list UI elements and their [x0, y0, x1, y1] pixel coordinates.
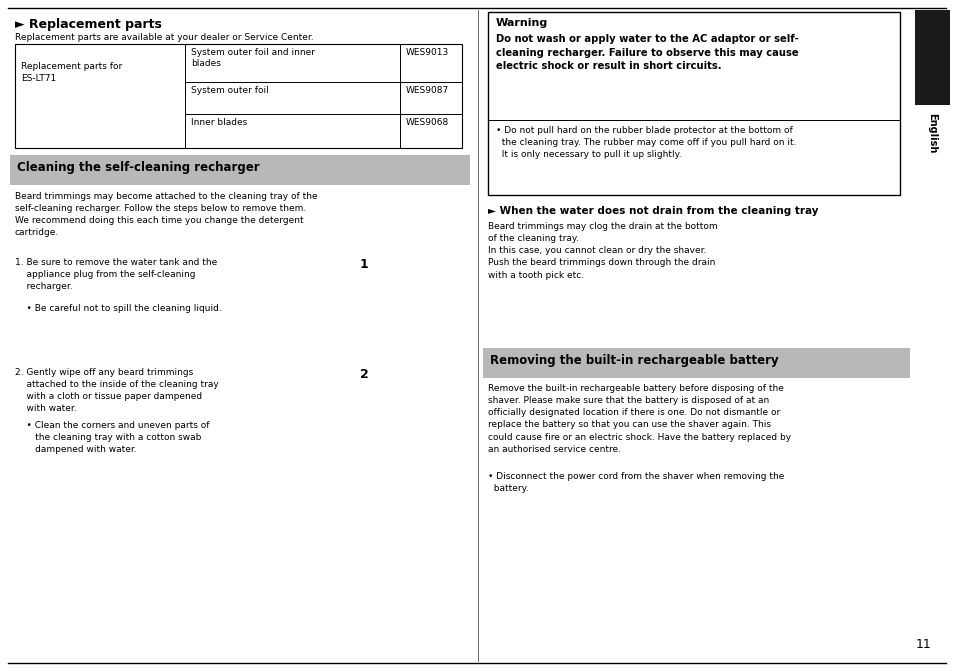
Text: Cleaning the self-cleaning recharger: Cleaning the self-cleaning recharger: [17, 161, 259, 174]
Text: • Clean the corners and uneven parts of
       the cleaning tray with a cotton s: • Clean the corners and uneven parts of …: [15, 421, 210, 454]
Bar: [482, 348, 909, 378]
Bar: [488, 12, 899, 195]
Text: • Disconnect the power cord from the shaver when removing the
  battery.: • Disconnect the power cord from the sha…: [488, 472, 783, 493]
Text: Remove the built-in rechargeable battery before disposing of the
shaver. Please : Remove the built-in rechargeable battery…: [488, 384, 790, 454]
Text: Replacement parts are available at your dealer or Service Center.: Replacement parts are available at your …: [15, 33, 314, 42]
Text: English: English: [926, 113, 937, 154]
Text: System outer foil and inner
blades: System outer foil and inner blades: [191, 48, 314, 68]
Text: Do not wash or apply water to the AC adaptor or self-
cleaning recharger. Failur: Do not wash or apply water to the AC ada…: [496, 34, 798, 71]
Text: Beard trimmings may become attached to the cleaning tray of the
self-cleaning re: Beard trimmings may become attached to t…: [15, 192, 317, 238]
Text: System outer foil: System outer foil: [191, 86, 269, 95]
Text: ► Replacement parts: ► Replacement parts: [15, 18, 162, 31]
Text: Removing the built-in rechargeable battery: Removing the built-in rechargeable batte…: [490, 354, 778, 367]
Text: Warning: Warning: [496, 18, 548, 28]
Text: • Do not pull hard on the rubber blade protector at the bottom of
  the cleaning: • Do not pull hard on the rubber blade p…: [496, 126, 796, 159]
Text: WES9068: WES9068: [406, 118, 449, 127]
Text: ► When the water does not drain from the cleaning tray: ► When the water does not drain from the…: [488, 206, 818, 216]
Bar: [15, 44, 461, 148]
Text: Replacement parts for
ES-LT71: Replacement parts for ES-LT71: [21, 62, 122, 83]
Text: 11: 11: [915, 638, 931, 651]
Text: 2: 2: [359, 368, 369, 381]
Text: WES9013: WES9013: [406, 48, 449, 57]
Bar: [914, 10, 949, 105]
Text: 2. Gently wipe off any beard trimmings
    attached to the inside of the cleanin: 2. Gently wipe off any beard trimmings a…: [15, 368, 218, 413]
Text: WES9087: WES9087: [406, 86, 449, 95]
Text: • Be careful not to spill the cleaning liquid.: • Be careful not to spill the cleaning l…: [15, 304, 221, 313]
Text: 1. Be sure to remove the water tank and the
    appliance plug from the self-cle: 1. Be sure to remove the water tank and …: [15, 258, 217, 291]
Text: 1: 1: [359, 258, 369, 271]
Text: Inner blades: Inner blades: [191, 118, 247, 127]
Text: Beard trimmings may clog the drain at the bottom
of the cleaning tray.
In this c: Beard trimmings may clog the drain at th…: [488, 222, 717, 280]
Bar: [10, 155, 470, 185]
